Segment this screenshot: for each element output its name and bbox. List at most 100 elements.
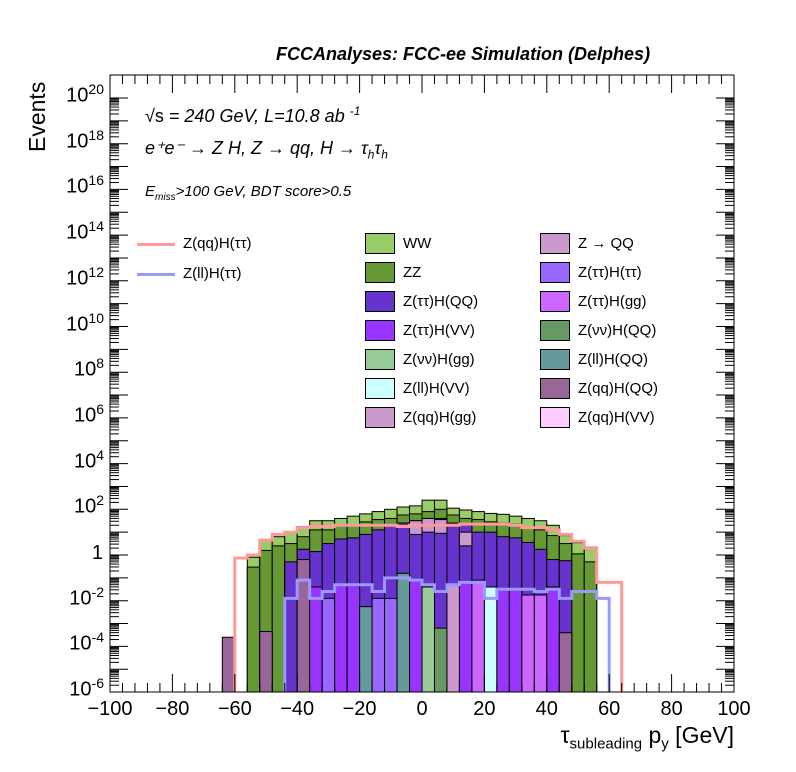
sqrt-s: √s: [145, 106, 164, 126]
y-tick-label: 1014: [66, 218, 104, 244]
bar-inner: [433, 627, 448, 693]
y-tick-label: 1020: [66, 81, 104, 107]
x-tick-label: 40: [535, 698, 558, 720]
legend-label: Z(qq)H(QQ): [578, 380, 658, 397]
selection-text: >100 GeV, BDT score>0.5: [175, 183, 352, 200]
legend-fill-swatch: [365, 262, 395, 283]
y-tick-label: 1012: [66, 263, 104, 290]
legend-fill-swatch: [540, 407, 570, 428]
bar-inner: [471, 579, 485, 693]
figure-title: FCCAnalyses: FCC-ee Simulation (Delphes): [276, 44, 651, 64]
x-label-sub: subleading: [569, 735, 643, 753]
bar-z-qq: [458, 531, 473, 547]
x-tick-label: 0: [416, 698, 428, 720]
y-tick-label: 102: [73, 492, 104, 518]
legend-fill-swatch: [540, 349, 570, 370]
legend-label: Z(ττ)H(VV): [403, 322, 475, 339]
y-tick-label: 1010: [66, 309, 104, 336]
selection-sub: miss: [155, 192, 176, 203]
bar-inner: [321, 597, 336, 693]
legend-label: Z(ll)H(VV): [403, 380, 470, 397]
bar-inner: [483, 586, 498, 693]
x-label-p: p: [642, 722, 662, 748]
y-tick-label: 1016: [66, 172, 104, 199]
legend-label: ZZ: [403, 264, 422, 281]
legend-label: Z(ττ)H(ττ): [578, 264, 642, 281]
bar-inner: [409, 579, 423, 693]
y-tick-label: 1: [91, 542, 103, 564]
legend-fill-swatch: [365, 233, 395, 254]
line-zqq-htautau: [233, 522, 624, 692]
legend-fill-swatch: [365, 407, 395, 428]
bar-zz: [271, 545, 286, 693]
x-label-sub2: y: [661, 735, 669, 753]
process-tau2: τ: [374, 138, 382, 158]
legend-label: Z(qq)H(gg): [403, 409, 477, 426]
legend-label: WW: [403, 235, 432, 252]
legend-label: Z(ττ)H(QQ): [403, 293, 479, 310]
bar-inner: [221, 636, 236, 693]
bar-zz: [571, 553, 585, 693]
annotation-process: e⁺e⁻ → Z H, Z → qq, H → τhτh: [145, 138, 388, 162]
x-axis-label: τsubleading py [GeV]: [560, 722, 734, 753]
process-sub2: h: [381, 147, 388, 162]
legend-fill-swatch: [540, 291, 570, 312]
bar-inner: [334, 584, 348, 693]
bar-inner: [496, 588, 510, 693]
bar-inner: [546, 586, 560, 693]
y-axis-label: Events: [24, 81, 50, 152]
bar-inner: [309, 586, 323, 693]
legend-label: Z(ττ)H(gg): [578, 293, 647, 310]
bar-inner: [284, 597, 298, 693]
legend-fill-swatch: [540, 320, 570, 341]
y-tick-label: 1018: [66, 126, 104, 153]
legend-label: Z(νν)H(QQ): [578, 322, 657, 339]
bar-inner: [458, 581, 473, 693]
bar-inner: [346, 584, 361, 693]
y-tick-label: 104: [73, 446, 104, 473]
legend-fill-swatch: [365, 291, 395, 312]
legend-fill-swatch: [365, 349, 395, 370]
energy-lumi-text: = 240 GeV, L=10.8 ab: [163, 106, 345, 126]
y-tick-label: 108: [73, 355, 104, 381]
x-tick-label: −80: [155, 698, 190, 720]
legend-label: Z(νν)H(gg): [403, 351, 475, 368]
bar-zz: [583, 561, 598, 693]
bar-inner: [508, 588, 523, 693]
bar-z-qq: [409, 520, 423, 535]
bar-inner: [259, 631, 273, 693]
bar-zz: [246, 566, 261, 693]
bar-inner: [533, 594, 548, 693]
x-label-unit: [GeV]: [668, 722, 734, 748]
legend-line-swatch: [137, 273, 175, 276]
line-zll-htautau: [283, 576, 611, 692]
legend-fill-swatch: [365, 320, 395, 341]
y-tick-label: 10-6: [69, 675, 104, 701]
legend-fill-swatch: [540, 262, 570, 283]
y-tick-label: 106: [73, 400, 104, 427]
x-tick-label: −100: [87, 698, 133, 720]
y-tick-label: 10-2: [69, 583, 104, 610]
bar-inner: [396, 572, 411, 693]
legend-label: Z(ll)H(ττ): [183, 265, 242, 282]
x-tick-label: 80: [660, 698, 683, 720]
x-tick-label: −40: [280, 698, 315, 720]
x-tick-label: 100: [717, 698, 751, 720]
legend-fill-swatch: [365, 378, 395, 399]
bar-inner: [371, 597, 386, 693]
x-tick-label: −20: [342, 698, 377, 720]
process-sub1: h: [367, 147, 375, 162]
legend-label: Z(qq)H(VV): [578, 409, 655, 426]
bar-inner: [446, 584, 460, 693]
legend-fill-swatch: [540, 233, 570, 254]
y-tick-label: 10-4: [69, 629, 104, 656]
legend-label: Z → QQ: [578, 235, 634, 252]
bar-inner: [359, 606, 373, 693]
annotation-selection: Emiss>100 GeV, BDT score>0.5: [145, 183, 351, 203]
x-tick-label: −60: [217, 698, 252, 720]
annotation-energy-lumi: √s = 240 GeV, L=10.8 ab -1: [145, 104, 360, 127]
x-tick-label: 60: [598, 698, 621, 720]
lumi-unit-exponent: -1: [349, 104, 361, 118]
